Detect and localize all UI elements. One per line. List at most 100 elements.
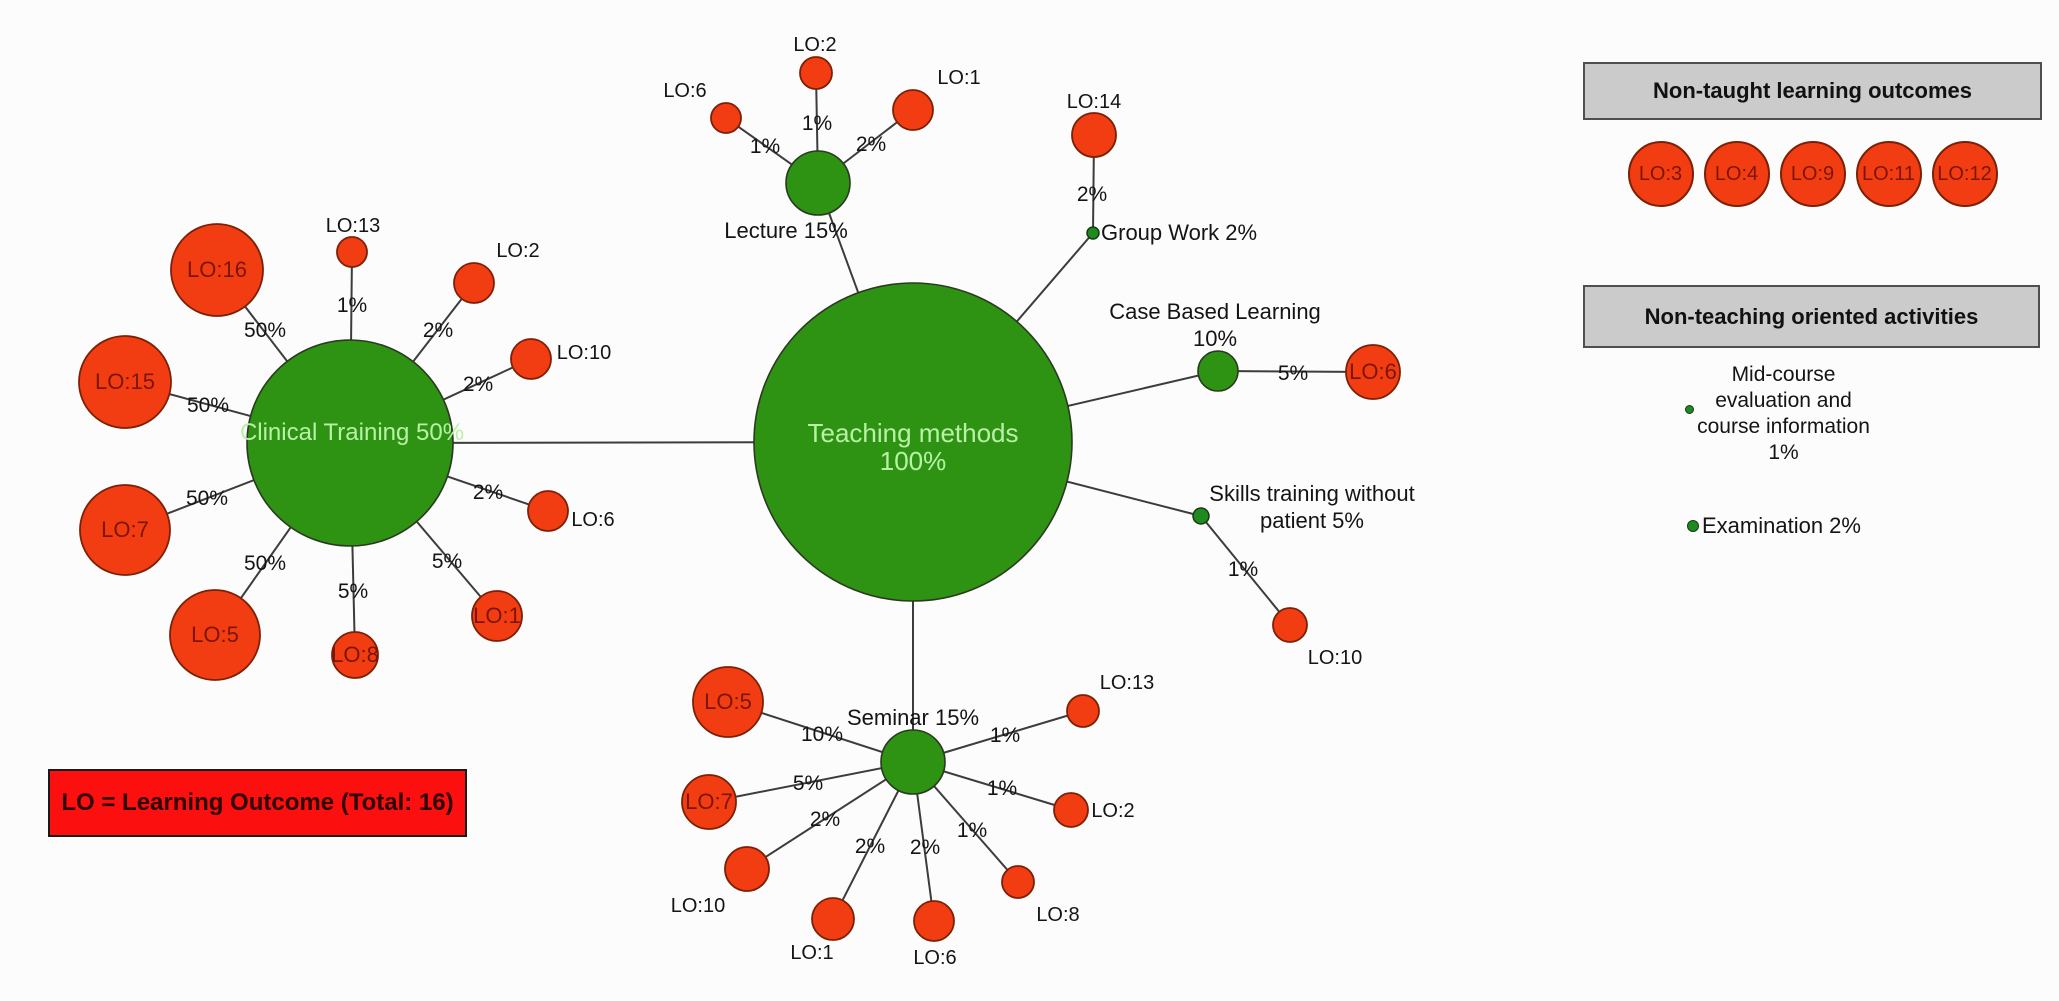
examination-label: Examination 2% bbox=[1702, 513, 1861, 538]
node-l6 bbox=[710, 102, 742, 134]
legend-circle-lo9: LO:9 bbox=[1779, 141, 1846, 207]
label-c5: LO:5 bbox=[191, 622, 239, 647]
edge-label-seminar-s10: 2% bbox=[810, 808, 840, 831]
node-s6 bbox=[913, 900, 955, 942]
label-l6: LO:6 bbox=[663, 80, 706, 102]
node-c16 bbox=[170, 223, 264, 317]
label-l2: LO:2 bbox=[793, 34, 836, 56]
node-s8 bbox=[1001, 865, 1035, 899]
node-seminar bbox=[880, 729, 946, 795]
node-c13 bbox=[336, 236, 368, 268]
label-l1: LO:1 bbox=[937, 67, 980, 89]
label-teaching-1: 100% bbox=[880, 446, 947, 476]
examination-dot-icon bbox=[1687, 520, 1699, 532]
midcourse-entry: Mid-course evaluation and course informa… bbox=[1661, 362, 1906, 466]
node-skills bbox=[1192, 507, 1210, 525]
label-sk10: LO:10 bbox=[1308, 647, 1362, 669]
label-c2: LO:2 bbox=[496, 240, 539, 262]
edge-label-skills-sk10: 1% bbox=[1228, 558, 1258, 581]
node-cb6 bbox=[1345, 344, 1401, 400]
node-c15 bbox=[78, 335, 172, 429]
label-s8: LO:8 bbox=[1036, 904, 1079, 926]
non-taught-circles: LO:3 LO:4 LO:9 LO:11 LO:12 bbox=[1583, 141, 2042, 209]
node-sk10 bbox=[1272, 607, 1308, 643]
node-teaching bbox=[753, 282, 1073, 602]
edge-label-groupwork-g14: 2% bbox=[1077, 183, 1107, 206]
non-taught-header: Non-taught learning outcomes bbox=[1583, 62, 2042, 120]
edge-label-clinical-c5: 50% bbox=[244, 552, 286, 575]
edge-label-clinical-c7: 50% bbox=[186, 487, 228, 510]
edge-label-clinical-c2: 2% bbox=[423, 319, 453, 342]
node-c5 bbox=[169, 589, 261, 681]
lo-definition-box: LO = Learning Outcome (Total: 16) bbox=[48, 769, 467, 837]
edge-label-seminar-s5: 10% bbox=[801, 723, 843, 746]
label-groupwork: Group Work 2% bbox=[1101, 220, 1257, 245]
label-c1: LO:1 bbox=[473, 603, 521, 628]
label-s1: LO:1 bbox=[790, 942, 833, 964]
midcourse-line: evaluation and bbox=[1715, 389, 1852, 412]
label-g14: LO:14 bbox=[1067, 91, 1121, 113]
node-c1 bbox=[471, 590, 523, 642]
edge-label-seminar-s2: 1% bbox=[987, 777, 1017, 800]
edge-label-clinical-c13: 1% bbox=[337, 294, 367, 317]
node-s13 bbox=[1066, 694, 1100, 728]
midcourse-line: course information bbox=[1697, 415, 1870, 438]
label-c6: LO:6 bbox=[571, 509, 614, 531]
non-taught-title: Non-taught learning outcomes bbox=[1653, 78, 1972, 103]
node-groupwork bbox=[1086, 226, 1100, 240]
label-s13: LO:13 bbox=[1100, 672, 1154, 694]
node-c10 bbox=[510, 338, 552, 380]
label-cb6: LO:6 bbox=[1349, 359, 1397, 384]
legend-circle-lo11: LO:11 bbox=[1855, 141, 1922, 207]
node-g14 bbox=[1071, 112, 1117, 158]
edge-label-seminar-s13: 1% bbox=[990, 724, 1020, 747]
legend-circle-lo12: LO:12 bbox=[1931, 141, 1998, 207]
label-seminar: Seminar 15% bbox=[847, 705, 979, 730]
node-s2 bbox=[1053, 792, 1089, 828]
node-l1 bbox=[892, 89, 934, 131]
edge-label-clinical-c6: 2% bbox=[473, 481, 503, 504]
label-s10: LO:10 bbox=[671, 895, 725, 917]
label-clinical: Clinical Training 50% bbox=[240, 419, 464, 446]
node-s5 bbox=[692, 666, 764, 738]
midcourse-line: Mid-course bbox=[1731, 363, 1836, 386]
edge-label-seminar-s8: 1% bbox=[957, 819, 987, 842]
label-lecture: Lecture 15% bbox=[724, 218, 848, 243]
edge-label-lecture-l6: 1% bbox=[750, 135, 780, 158]
edge-label-clinical-c10: 2% bbox=[463, 373, 493, 396]
non-teaching-header: Non-teaching oriented activities bbox=[1583, 285, 2040, 348]
edge-label-lecture-l1: 2% bbox=[856, 133, 886, 156]
label-c13: LO:13 bbox=[326, 215, 380, 237]
label-c8: LO:8 bbox=[331, 642, 379, 667]
edge-label-case-cb6: 5% bbox=[1278, 362, 1308, 385]
node-c8 bbox=[331, 631, 379, 679]
edge-label-lecture-l2: 1% bbox=[802, 112, 832, 135]
edge-label-seminar-s1: 2% bbox=[855, 835, 885, 858]
node-c7 bbox=[79, 484, 171, 576]
label-skills-1: patient 5% bbox=[1260, 508, 1364, 533]
edge-label-clinical-c1: 5% bbox=[432, 550, 462, 573]
label-case: Case Based Learning bbox=[1109, 299, 1321, 324]
edge-label-clinical-c15: 50% bbox=[187, 394, 229, 417]
node-case bbox=[1197, 350, 1239, 392]
non-teaching-title: Non-teaching oriented activities bbox=[1644, 303, 1979, 329]
label-s5: LO:5 bbox=[704, 689, 752, 714]
node-l2 bbox=[799, 56, 833, 90]
edge-seminar-s7 bbox=[708, 761, 914, 803]
node-lecture bbox=[785, 150, 851, 216]
label-c7: LO:7 bbox=[101, 517, 149, 542]
label-c15: LO:15 bbox=[95, 369, 155, 394]
legend-circle-lo4: LO:4 bbox=[1703, 141, 1770, 207]
node-c6 bbox=[527, 490, 569, 532]
legend-circle-lo3: LO:3 bbox=[1627, 141, 1694, 207]
label-case-1: 10% bbox=[1193, 326, 1237, 351]
edge-label-seminar-s7: 5% bbox=[793, 772, 823, 795]
node-s7 bbox=[681, 774, 737, 830]
node-c2 bbox=[453, 262, 495, 304]
label-skills: Skills training without bbox=[1209, 481, 1414, 506]
midcourse-dot-icon bbox=[1685, 405, 1694, 414]
edge-label-clinical-c8: 5% bbox=[338, 580, 368, 603]
node-s1 bbox=[811, 897, 855, 941]
